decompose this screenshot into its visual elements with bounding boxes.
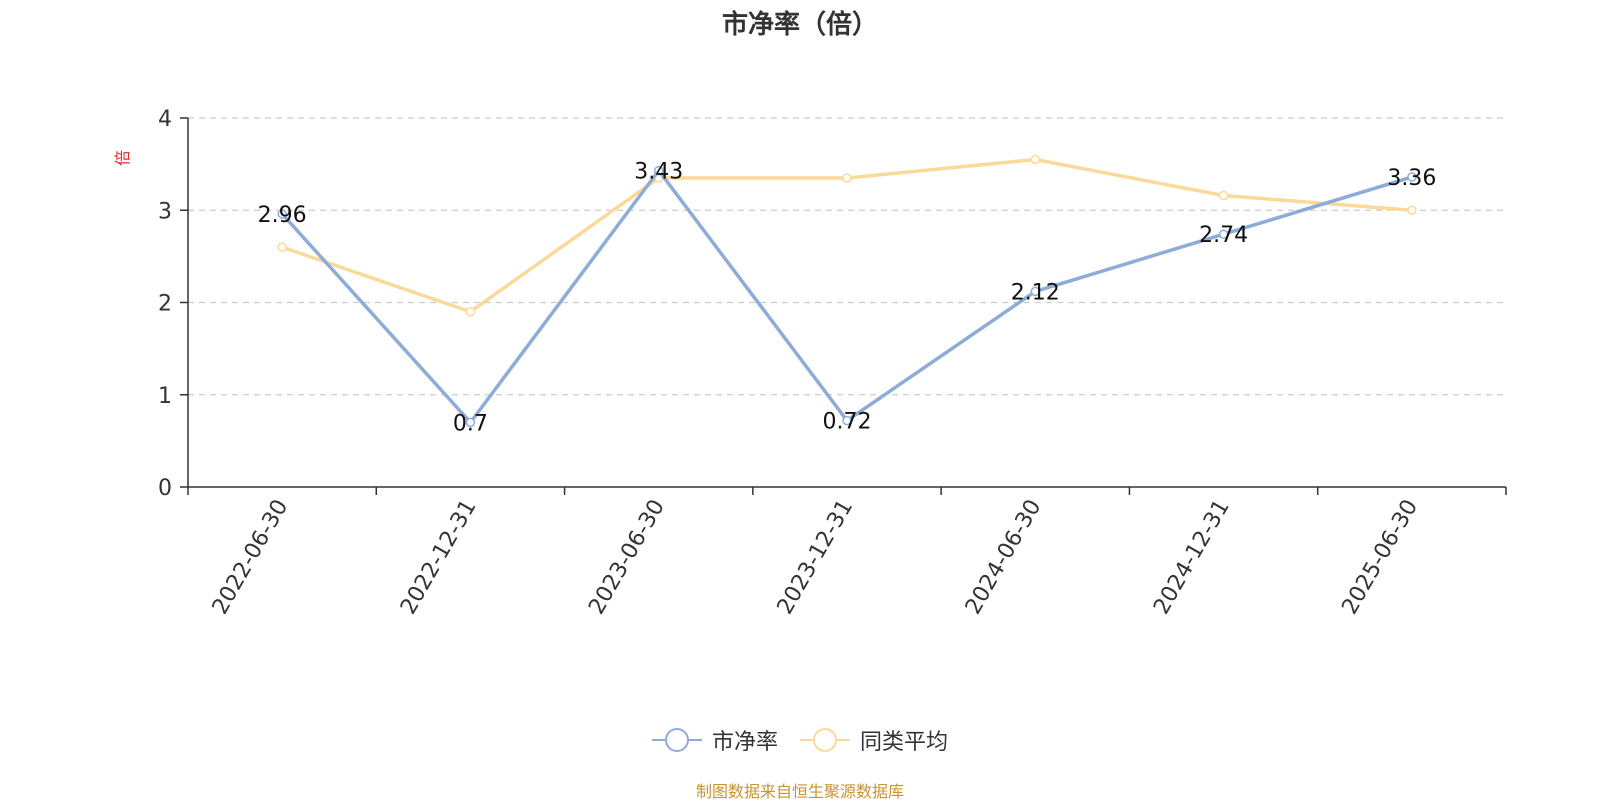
grid-lines (188, 117, 1506, 396)
legend-circle-main (664, 728, 689, 752)
legend-item-main[interactable]: 市净率 (651, 724, 778, 756)
y-tick-label: 4 (158, 107, 172, 132)
y-tick-label: 1 (158, 384, 172, 409)
series-lines (277, 154, 1417, 428)
data-label: 3.43 (634, 160, 683, 185)
data-point (277, 242, 287, 252)
data-point (1030, 286, 1041, 297)
y-tick-label: 0 (158, 476, 172, 501)
data-point (842, 415, 852, 426)
data-label: 0.72 (823, 410, 872, 435)
legend-item-avg[interactable]: 同类平均 (800, 724, 948, 756)
chart-title: 市净率（倍） (721, 10, 878, 40)
source-note: 制图数据来自恒生聚源数据库 (695, 782, 904, 801)
x-tick-label: 2024-06-30 (961, 496, 1047, 619)
legend-label-main: 市净率 (711, 730, 778, 755)
data-point (277, 209, 287, 219)
circle-line-icon (651, 728, 702, 752)
data-point (1407, 205, 1417, 215)
data-point (1407, 172, 1417, 182)
x-tick-label: 2025-06-30 (1337, 496, 1423, 619)
legend-circle-avg (813, 728, 837, 752)
x-tick-label: 2023-12-31 (773, 496, 859, 619)
data-label: 3.36 (1387, 166, 1436, 191)
legend: 市净率 同类平均 (0, 724, 1600, 756)
circle-line-icon (800, 728, 850, 752)
data-label: 2.96 (258, 203, 307, 228)
data-point (1218, 229, 1229, 239)
x-tick-label: 2022-06-30 (208, 496, 294, 619)
data-point (465, 417, 476, 428)
y-axis-unit-label: 倍 (113, 150, 132, 166)
x-tick-label: 2023-06-30 (584, 496, 670, 619)
x-tick-label: 2024-12-31 (1149, 496, 1235, 619)
axes: 0 1 2 3 4 2022-06-30 2022-12-31 2023-06-30 2023-… (113, 107, 1507, 619)
data-label: 0.7 (453, 411, 488, 436)
data-point (653, 165, 664, 176)
x-tick-label: 2022-12-31 (396, 496, 482, 619)
data-point (1218, 190, 1229, 201)
data-label: 2.74 (1199, 223, 1248, 248)
data-labels: 2.96 0.7 3.43 0.72 2.12 2.74 3.36 (258, 160, 1437, 437)
data-label: 2.12 (1011, 280, 1060, 305)
data-point (1030, 154, 1041, 165)
data-point (842, 173, 852, 183)
legend-label-avg: 同类平均 (860, 730, 949, 755)
y-tick-label: 2 (158, 292, 172, 317)
y-tick-label: 3 (158, 199, 172, 224)
data-point (465, 306, 476, 317)
series-line-main (280, 168, 1413, 425)
